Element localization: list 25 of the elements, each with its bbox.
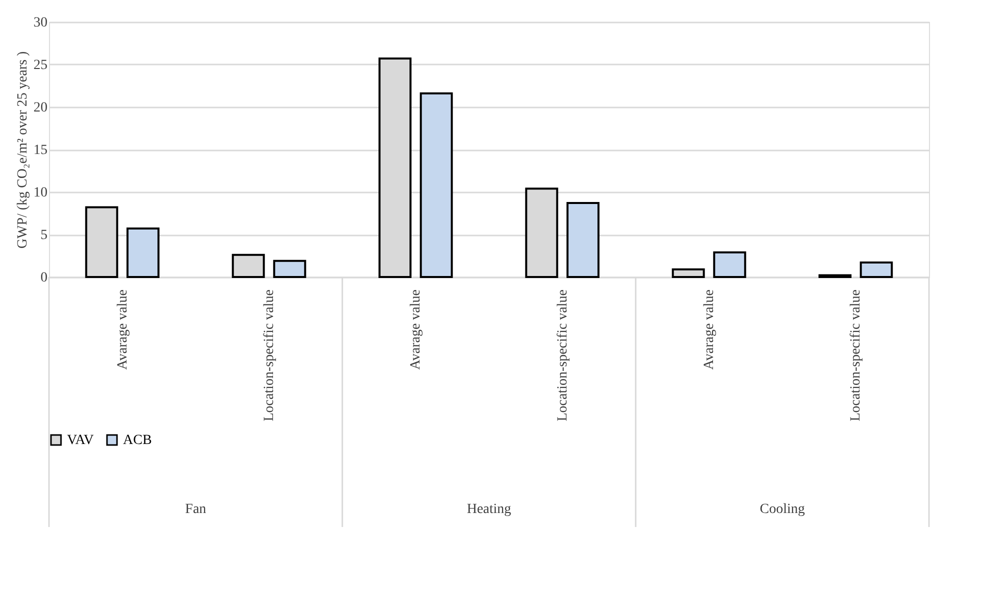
bar — [420, 92, 453, 278]
x-tick-label: Avarage value — [702, 290, 717, 370]
y-axis-title: GWP/ (kg CO₂e/m² over 25 years ) — [16, 51, 30, 249]
bar — [860, 262, 893, 278]
x-tick-label: Location-specific value — [262, 290, 277, 422]
y-tick-label: 15 — [34, 143, 48, 158]
text: Fan — [185, 502, 206, 517]
legend-label: ACB — [123, 433, 152, 448]
bar — [713, 251, 746, 278]
y-tick-label: 0 — [40, 270, 48, 286]
bar — [273, 260, 306, 278]
text: Heating — [466, 502, 512, 517]
y-tick-label: 30 — [34, 16, 48, 30]
y-tick-label: 10 — [34, 186, 48, 200]
y-tick-label: 25 — [34, 58, 48, 73]
x-tick-label: Avarage value — [115, 290, 130, 370]
text: Cooling — [760, 502, 805, 517]
bar — [126, 228, 160, 278]
x-tick-label: Avarage value — [408, 290, 424, 370]
bar — [566, 202, 600, 278]
x-tick-label: Location-specific value — [555, 290, 570, 422]
y-tick-label: 5 — [40, 228, 48, 243]
y-tick-label: 20 — [34, 100, 48, 116]
legend-label: VAV — [67, 433, 94, 448]
x-tick-label: Location-specific value — [848, 290, 864, 422]
